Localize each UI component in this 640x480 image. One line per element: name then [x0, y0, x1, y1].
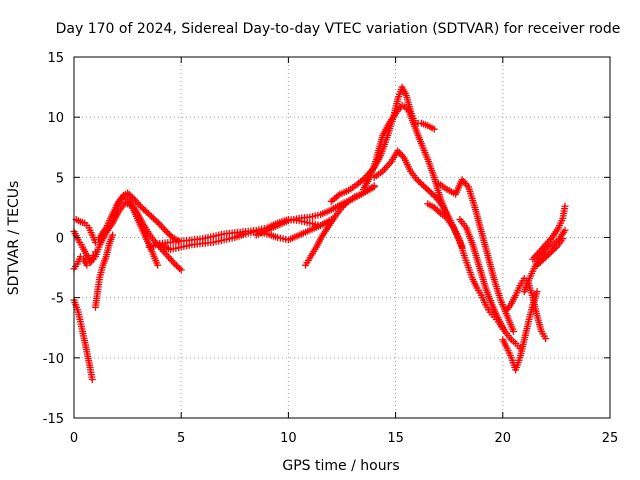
data-point	[138, 204, 146, 212]
data-point	[343, 199, 351, 207]
data-points	[70, 83, 569, 383]
x-axis-label: GPS time / hours	[282, 458, 399, 474]
data-point	[538, 257, 546, 265]
data-point	[127, 192, 135, 200]
x-tick-label: 0	[70, 431, 78, 446]
y-tick-label: 15	[47, 51, 64, 66]
data-point	[418, 180, 426, 188]
data-point	[430, 203, 438, 211]
data-point	[140, 205, 148, 213]
data-point	[148, 213, 156, 221]
data-point	[426, 188, 434, 196]
data-point	[536, 258, 544, 266]
data-point	[88, 375, 96, 383]
data-point	[151, 216, 159, 224]
data-point	[533, 261, 541, 269]
y-tick-label: -10	[43, 352, 64, 367]
y-axis-label: SDTVAR / TECUs	[6, 181, 22, 296]
data-point	[109, 231, 117, 239]
data-point	[415, 177, 423, 185]
data-point	[370, 182, 378, 190]
data-point	[430, 125, 438, 133]
data-point	[171, 260, 179, 268]
data-point	[128, 193, 136, 201]
data-point	[423, 185, 431, 193]
y-tick-label: 5	[56, 171, 64, 186]
data-point	[542, 335, 550, 343]
data-point	[559, 235, 567, 243]
data-point	[125, 190, 133, 198]
data-point	[432, 205, 440, 213]
x-tick-label: 10	[280, 431, 297, 446]
data-point	[338, 203, 346, 211]
data-point	[124, 189, 132, 197]
data-point	[424, 186, 432, 194]
data-point	[548, 248, 556, 256]
data-point	[429, 191, 437, 199]
x-tick-label: 5	[177, 431, 185, 446]
data-point	[164, 229, 172, 237]
data-point	[419, 182, 427, 190]
data-point	[549, 246, 557, 254]
data-point	[340, 202, 348, 210]
data-point	[431, 192, 439, 200]
data-point	[546, 249, 554, 257]
data-point	[145, 210, 153, 218]
data-point	[435, 208, 443, 216]
data-point	[543, 252, 551, 260]
data-point	[154, 261, 162, 269]
data-point	[421, 183, 429, 191]
data-point	[561, 202, 569, 210]
data-point	[533, 288, 541, 296]
x-tick-label: 25	[602, 431, 619, 446]
y-tick-label: 0	[56, 232, 64, 247]
data-point	[416, 179, 424, 187]
data-point	[544, 251, 552, 259]
data-point	[153, 217, 161, 225]
data-point	[165, 230, 173, 238]
chart-title: Day 170 of 2024, Sidereal Day-to-day VTE…	[56, 21, 621, 37]
x-tick-label: 15	[387, 431, 404, 446]
data-point	[341, 200, 349, 208]
x-axis-ticks: 0 5 10 15 20 25	[70, 57, 618, 446]
data-point	[176, 264, 184, 272]
data-point	[535, 260, 543, 268]
data-point	[143, 208, 151, 216]
x-tick-label: 20	[495, 431, 512, 446]
y-tick-label: 10	[47, 111, 64, 126]
data-point	[428, 189, 436, 197]
data-point	[167, 232, 175, 240]
y-tick-label: -15	[43, 412, 64, 427]
data-point	[146, 211, 154, 219]
data-point	[177, 266, 185, 274]
data-point	[561, 226, 569, 234]
data-point	[141, 207, 149, 215]
data-point	[172, 261, 180, 269]
y-tick-label: -5	[51, 292, 64, 307]
data-point	[174, 263, 182, 271]
data-point	[413, 176, 421, 184]
data-point	[154, 219, 162, 227]
data-point	[433, 206, 441, 214]
data-point	[162, 227, 170, 235]
data-point	[136, 202, 144, 210]
data-point	[541, 254, 549, 262]
y-axis-ticks: -15 -10 -5 0 5 10 15	[43, 51, 610, 427]
data-point	[551, 245, 559, 253]
data-point	[510, 327, 518, 335]
data-point	[149, 214, 157, 222]
data-point	[540, 255, 548, 263]
